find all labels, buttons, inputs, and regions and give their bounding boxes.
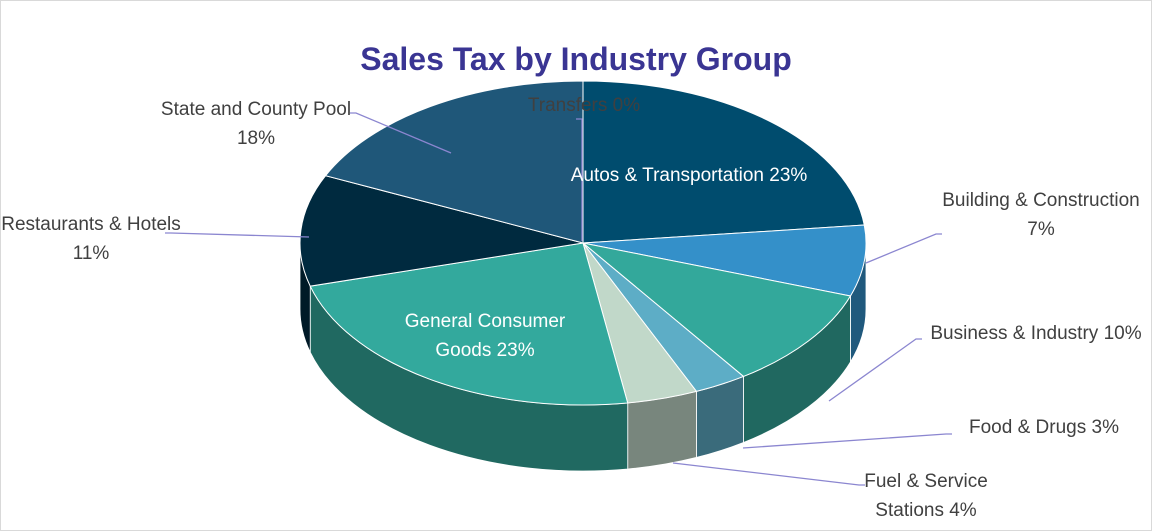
leader-line bbox=[576, 118, 583, 241]
leader-line bbox=[828, 338, 922, 402]
slice-top bbox=[309, 242, 629, 406]
value-label: 0% bbox=[612, 95, 641, 116]
slice bbox=[582, 80, 865, 244]
data-label: Transfers 0% bbox=[484, 91, 684, 120]
leader-line bbox=[865, 233, 942, 264]
category-label: Building & Construction bbox=[942, 190, 1140, 211]
slice bbox=[324, 80, 584, 244]
slice bbox=[582, 224, 867, 364]
category-label: State and County Pool bbox=[160, 99, 352, 120]
category-label: Restaurants & Hotels bbox=[1, 214, 181, 235]
value-label: 10% bbox=[1103, 323, 1142, 344]
category-label: Autos & Transportation bbox=[570, 165, 764, 186]
data-label: Business & Industry 10% bbox=[916, 319, 1152, 348]
data-label: Building & Construction 7% bbox=[931, 186, 1151, 244]
slice bbox=[582, 242, 745, 458]
leader-line bbox=[672, 462, 865, 486]
category-label: Food & Drugs bbox=[969, 417, 1087, 438]
value-label: 23% bbox=[496, 340, 535, 361]
slice-top bbox=[299, 175, 584, 287]
slice-top bbox=[582, 242, 852, 378]
category-label: General Consumer Goods bbox=[404, 311, 566, 361]
chart-title: Sales Tax by Industry Group bbox=[360, 41, 792, 77]
value-label: 4% bbox=[949, 500, 977, 521]
category-label: Fuel & Service Stations bbox=[864, 471, 988, 521]
leader-line bbox=[165, 232, 310, 238]
leader-line bbox=[350, 112, 452, 154]
data-label: Autos & Transportation 23% bbox=[569, 161, 809, 190]
category-label: Business & Industry bbox=[930, 323, 1099, 344]
value-label: 3% bbox=[1091, 417, 1119, 438]
slice-side bbox=[627, 390, 697, 470]
data-label: General Consumer Goods 23% bbox=[375, 307, 595, 365]
leader-line bbox=[742, 433, 952, 449]
value-label: 11% bbox=[72, 243, 110, 264]
slice-top bbox=[582, 224, 867, 297]
data-label: State and County Pool 18% bbox=[151, 95, 361, 153]
category-label: Transfers bbox=[527, 95, 608, 116]
value-label: 23% bbox=[769, 165, 808, 186]
value-label: 7% bbox=[1027, 219, 1055, 240]
data-label: Fuel & Service Stations 4% bbox=[836, 467, 1016, 525]
slice bbox=[299, 175, 584, 353]
value-label: 18% bbox=[236, 128, 276, 149]
data-label: Restaurants & Hotels 11% bbox=[1, 210, 181, 268]
slice-top bbox=[324, 80, 584, 244]
data-label: Food & Drugs 3% bbox=[934, 413, 1152, 442]
slice-top bbox=[582, 80, 865, 244]
